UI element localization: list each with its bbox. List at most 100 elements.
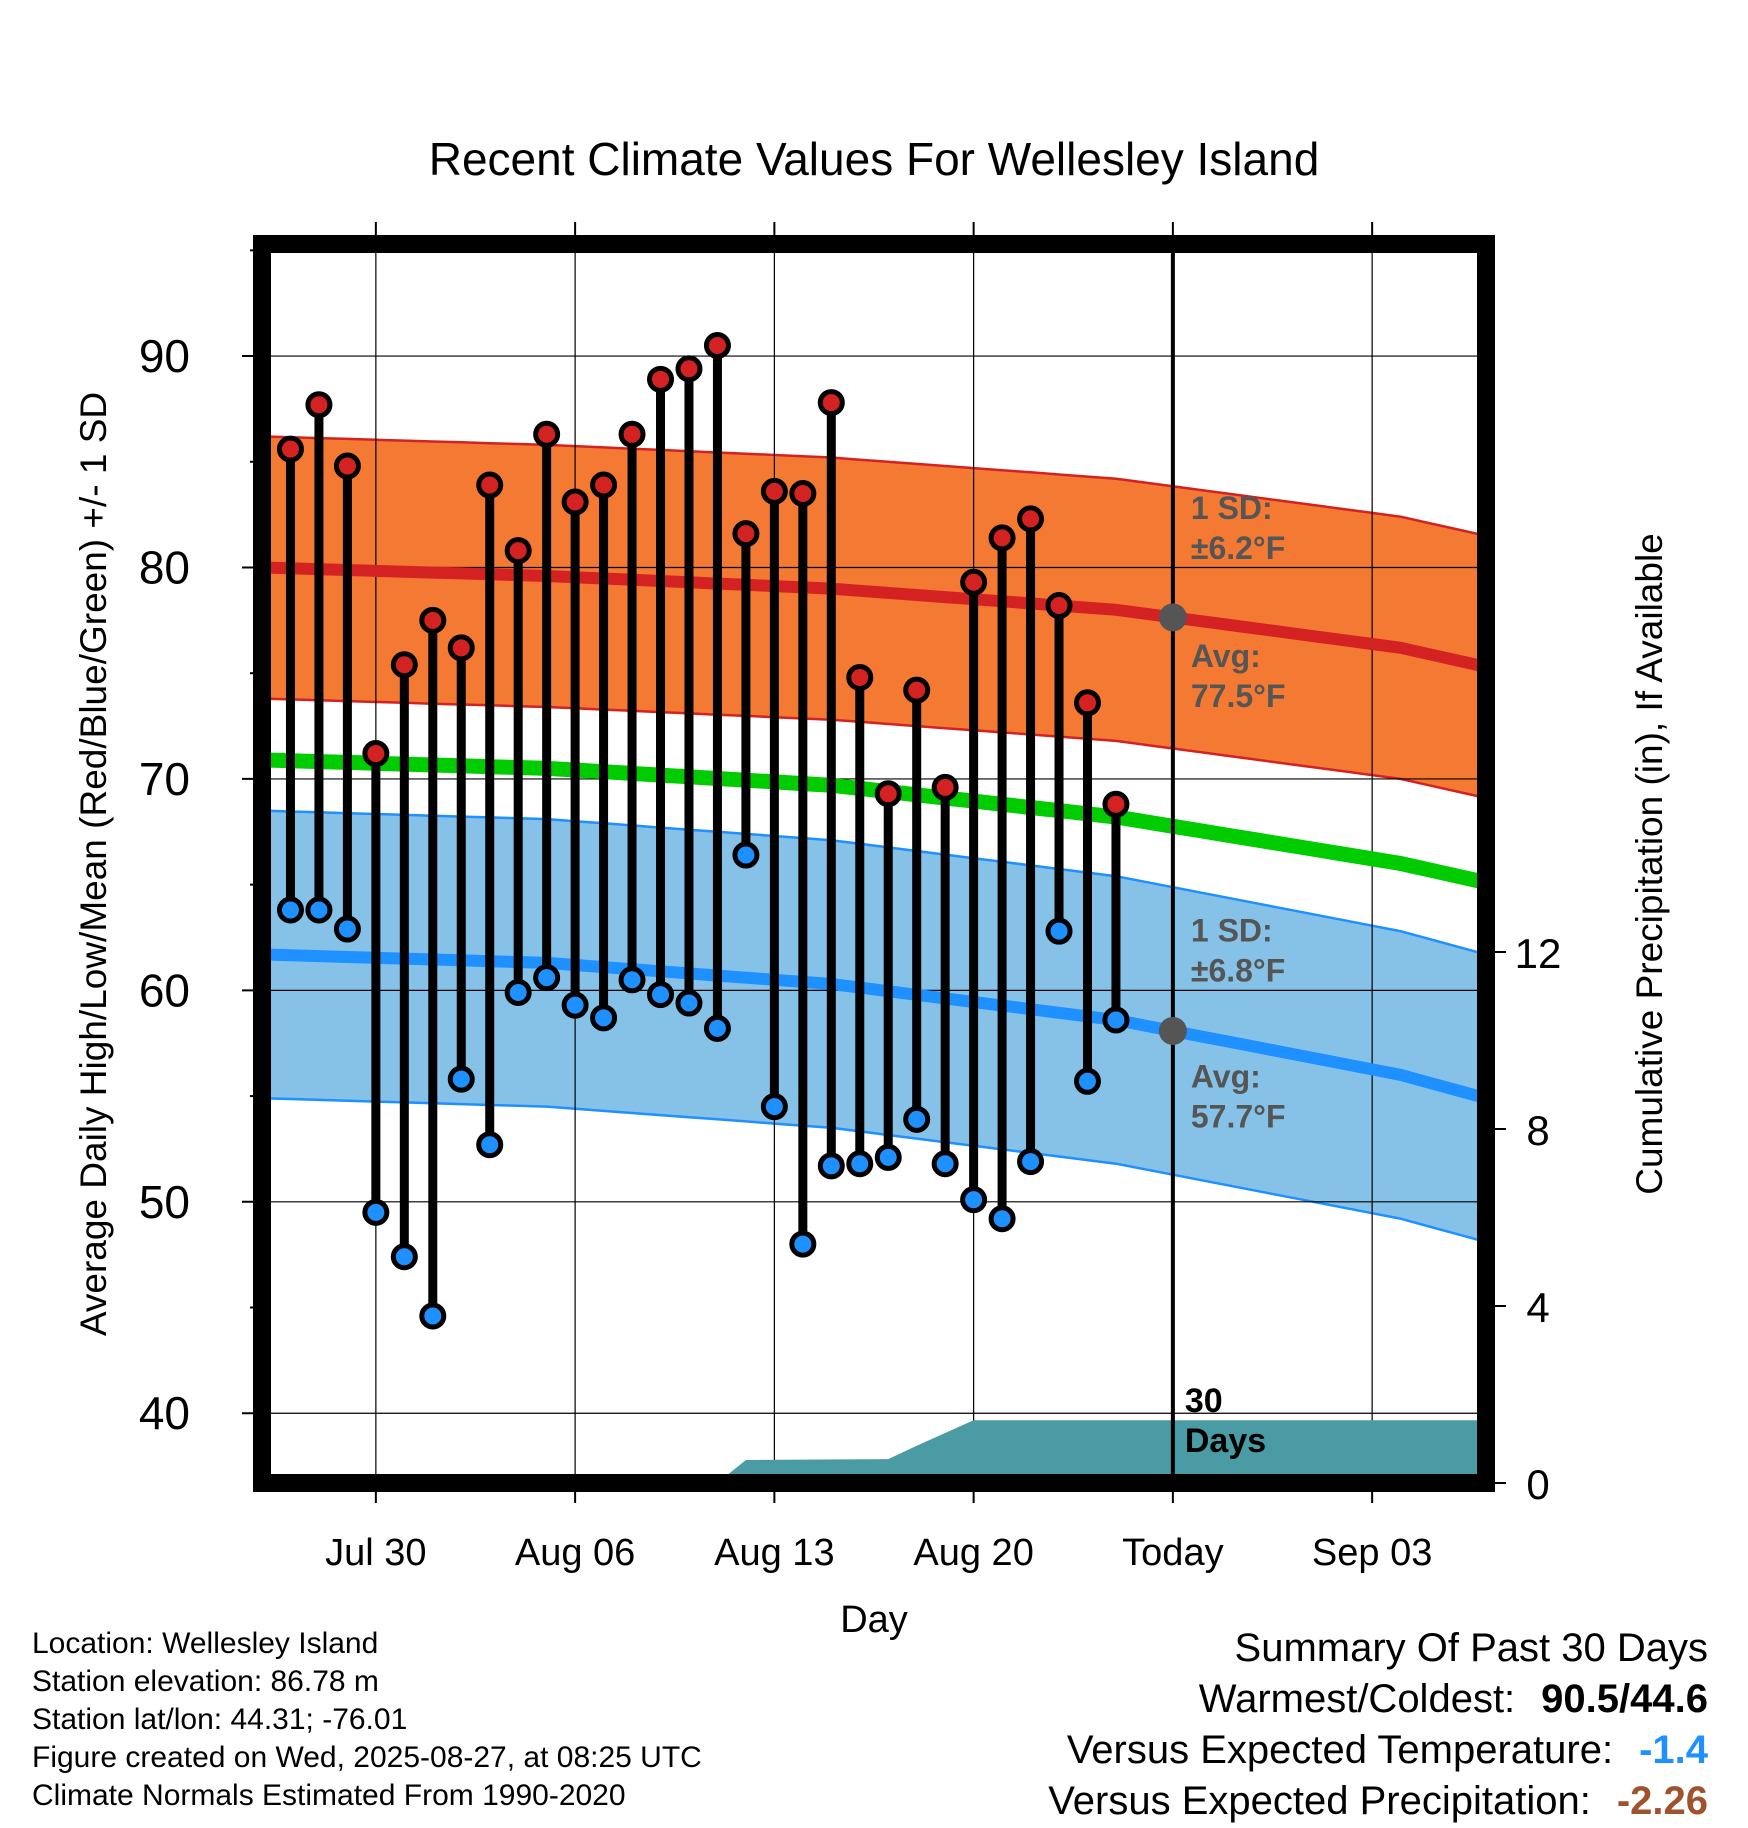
temp-value: -1.4 bbox=[1639, 1728, 1708, 1772]
low-point-2025-08-20 bbox=[960, 1186, 988, 1214]
low-point-2025-08-23 bbox=[1045, 917, 1073, 945]
low-avg-label-line1: Avg: bbox=[1191, 1059, 1261, 1095]
high-point-2025-08-05 bbox=[533, 420, 561, 448]
summary-title: Summary Of Past 30 Days bbox=[1234, 1626, 1708, 1670]
high-point-2025-08-13 bbox=[760, 477, 788, 505]
precipitation-area bbox=[717, 1420, 1486, 1483]
low-point-2025-08-10 bbox=[675, 989, 703, 1017]
high-point-2025-08-11 bbox=[703, 331, 731, 359]
y-tick-label-70: 70 bbox=[139, 753, 190, 805]
precip-area bbox=[717, 1420, 1486, 1483]
high-point-2025-08-21 bbox=[988, 524, 1016, 552]
x-tick-label-2: Aug 13 bbox=[714, 1532, 834, 1574]
low-point-2025-07-29 bbox=[333, 915, 361, 943]
y2-axis-label: Cumulative Precipitation (in), If Availa… bbox=[1629, 533, 1670, 1195]
low-point-2025-08-08 bbox=[618, 966, 646, 994]
high-point-2025-07-28 bbox=[305, 391, 333, 419]
low-point-2025-08-03 bbox=[476, 1131, 504, 1159]
created-text: Figure created on Wed, 2025-08-27, at 08… bbox=[32, 1741, 702, 1774]
high-point-2025-08-19 bbox=[931, 773, 959, 801]
high-point-2025-07-30 bbox=[362, 740, 390, 768]
high-point-2025-08-20 bbox=[960, 568, 988, 596]
high-point-2025-08-10 bbox=[675, 355, 703, 383]
high-point-2025-08-23 bbox=[1045, 592, 1073, 620]
y-axis-label: Average Daily High/Low/Mean (Red/Blue/Gr… bbox=[73, 392, 114, 1336]
high-point-2025-08-18 bbox=[903, 676, 931, 704]
high-point-2025-08-04 bbox=[504, 537, 532, 565]
high-point-2025-08-24 bbox=[1073, 689, 1101, 717]
high-point-2025-08-15 bbox=[817, 389, 845, 417]
today-days-label-2: Days bbox=[1185, 1422, 1266, 1460]
low-point-2025-07-27 bbox=[276, 896, 304, 924]
high-point-2025-08-02 bbox=[447, 634, 475, 662]
low-point-2025-08-12 bbox=[732, 841, 760, 869]
x-tick-label-1: Aug 06 bbox=[515, 1532, 635, 1574]
high-point-2025-08-09 bbox=[647, 365, 675, 393]
precip-value: -2.26 bbox=[1616, 1779, 1708, 1823]
y-tick-label-90: 90 bbox=[139, 330, 190, 382]
y2-tick-label-8: 8 bbox=[1526, 1107, 1549, 1154]
low-point-2025-08-17 bbox=[874, 1143, 902, 1171]
low-point-2025-08-11 bbox=[703, 1014, 731, 1042]
high-point-2025-08-22 bbox=[1017, 505, 1045, 533]
high-point-2025-08-07 bbox=[590, 471, 618, 499]
high-point-2025-08-03 bbox=[476, 471, 504, 499]
x-axis-label: Day bbox=[840, 1599, 908, 1641]
normal-low-line bbox=[261, 948, 1488, 1104]
high-point-2025-07-29 bbox=[333, 452, 361, 480]
high-point-2025-08-17 bbox=[874, 780, 902, 808]
summary-panel: Summary Of Past 30 Days Warmest/Coldest:… bbox=[1048, 1623, 1708, 1827]
normal-high-line bbox=[261, 561, 1488, 673]
high-point-2025-08-01 bbox=[419, 606, 447, 634]
low-point-2025-08-05 bbox=[533, 964, 561, 992]
low-sd-band-fill bbox=[262, 810, 1486, 1242]
low-point-2025-08-22 bbox=[1017, 1148, 1045, 1176]
normals-text: Climate Normals Estimated From 1990-2020 bbox=[32, 1779, 626, 1812]
today-normal-low-marker bbox=[1158, 1016, 1187, 1045]
plot-frame bbox=[253, 235, 1495, 1492]
low-point-2025-07-30 bbox=[362, 1198, 390, 1226]
low-point-2025-08-02 bbox=[447, 1065, 475, 1093]
high-point-2025-08-25 bbox=[1102, 790, 1130, 818]
high-avg-label-line2: 77.5°F bbox=[1191, 678, 1286, 714]
low-point-2025-08-21 bbox=[988, 1205, 1016, 1233]
elevation-text: Station elevation: 86.78 m bbox=[32, 1665, 379, 1698]
high-point-2025-08-16 bbox=[846, 663, 874, 691]
low-point-2025-08-04 bbox=[504, 978, 532, 1006]
y2-tick-label-4: 4 bbox=[1526, 1284, 1549, 1331]
high-point-2025-07-27 bbox=[276, 435, 304, 463]
low-point-2025-08-25 bbox=[1102, 1006, 1130, 1034]
plot-border bbox=[253, 235, 1495, 1492]
sd-bands bbox=[261, 435, 1487, 1244]
summary-precip: Versus Expected Precipitation: -2.26 bbox=[1048, 1776, 1708, 1827]
low-point-2025-08-19 bbox=[931, 1150, 959, 1178]
y2-tick-label-12: 12 bbox=[1515, 930, 1562, 977]
high-point-2025-08-14 bbox=[789, 479, 817, 507]
x-tick-label-4: Today bbox=[1122, 1532, 1223, 1574]
high-point-2025-07-31 bbox=[390, 651, 418, 679]
low-point-2025-07-28 bbox=[305, 896, 333, 924]
low-sd-band-upper-edge bbox=[261, 809, 1487, 956]
low-point-2025-08-13 bbox=[760, 1093, 788, 1121]
warm-cold-value: 90.5/44.6 bbox=[1541, 1677, 1708, 1721]
y-tick-label-40: 40 bbox=[139, 1387, 190, 1439]
low-point-2025-08-14 bbox=[789, 1230, 817, 1258]
low-point-2025-08-24 bbox=[1073, 1067, 1101, 1095]
y-tick-label-50: 50 bbox=[139, 1176, 190, 1228]
high-point-2025-08-08 bbox=[618, 420, 646, 448]
normal-mean-line bbox=[261, 752, 1488, 890]
low-point-2025-08-15 bbox=[817, 1152, 845, 1180]
high-sd-band-lower-edge bbox=[261, 697, 1487, 800]
low-avg-label-line2: 57.7°F bbox=[1191, 1099, 1286, 1135]
high-point-2025-08-12 bbox=[732, 520, 760, 548]
high-sd-label-line2: ±6.2°F bbox=[1191, 530, 1285, 566]
low-point-2025-08-16 bbox=[846, 1150, 874, 1178]
today-days-label-1: 30 bbox=[1185, 1382, 1223, 1420]
summary-temp: Versus Expected Temperature: -1.4 bbox=[1048, 1725, 1708, 1776]
today-normal-high-marker bbox=[1158, 603, 1187, 632]
low-point-2025-08-09 bbox=[647, 981, 675, 1009]
low-sd-label-line2: ±6.8°F bbox=[1191, 953, 1285, 989]
low-point-2025-08-18 bbox=[903, 1105, 931, 1133]
observations bbox=[276, 331, 1130, 1330]
low-sd-label-line1: 1 SD: bbox=[1191, 913, 1273, 949]
